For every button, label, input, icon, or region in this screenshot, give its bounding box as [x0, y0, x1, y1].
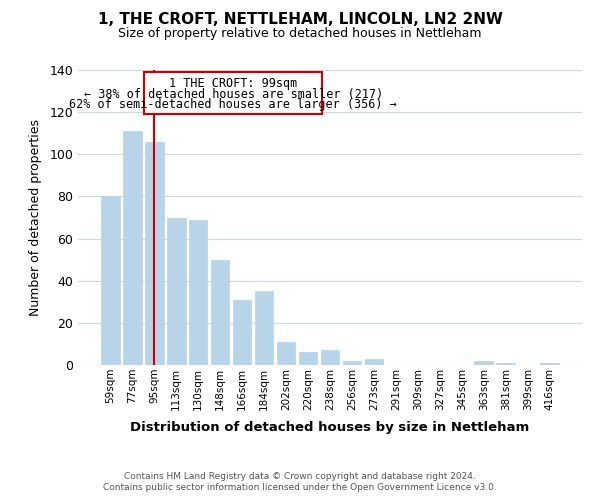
Bar	[255, 291, 274, 365]
FancyBboxPatch shape	[145, 72, 322, 114]
Bar	[299, 352, 317, 365]
Bar	[101, 196, 119, 365]
Bar	[496, 363, 515, 365]
Bar	[320, 350, 340, 365]
Bar	[277, 342, 295, 365]
Bar	[541, 363, 559, 365]
Text: Size of property relative to detached houses in Nettleham: Size of property relative to detached ho…	[118, 28, 482, 40]
X-axis label: Distribution of detached houses by size in Nettleham: Distribution of detached houses by size …	[130, 421, 530, 434]
Text: Contains public sector information licensed under the Open Government Licence v3: Contains public sector information licen…	[103, 484, 497, 492]
Text: 62% of semi-detached houses are larger (356) →: 62% of semi-detached houses are larger (…	[70, 98, 397, 112]
Bar	[211, 260, 229, 365]
Text: ← 38% of detached houses are smaller (217): ← 38% of detached houses are smaller (21…	[83, 88, 383, 101]
Bar	[167, 218, 185, 365]
Y-axis label: Number of detached properties: Number of detached properties	[29, 119, 43, 316]
Text: 1 THE CROFT: 99sqm: 1 THE CROFT: 99sqm	[169, 78, 298, 90]
Bar	[343, 361, 361, 365]
Bar	[145, 142, 164, 365]
Bar	[123, 131, 142, 365]
Bar	[189, 220, 208, 365]
Bar	[475, 361, 493, 365]
Bar	[365, 358, 383, 365]
Text: Contains HM Land Registry data © Crown copyright and database right 2024.: Contains HM Land Registry data © Crown c…	[124, 472, 476, 481]
Bar	[233, 300, 251, 365]
Text: 1, THE CROFT, NETTLEHAM, LINCOLN, LN2 2NW: 1, THE CROFT, NETTLEHAM, LINCOLN, LN2 2N…	[98, 12, 502, 28]
